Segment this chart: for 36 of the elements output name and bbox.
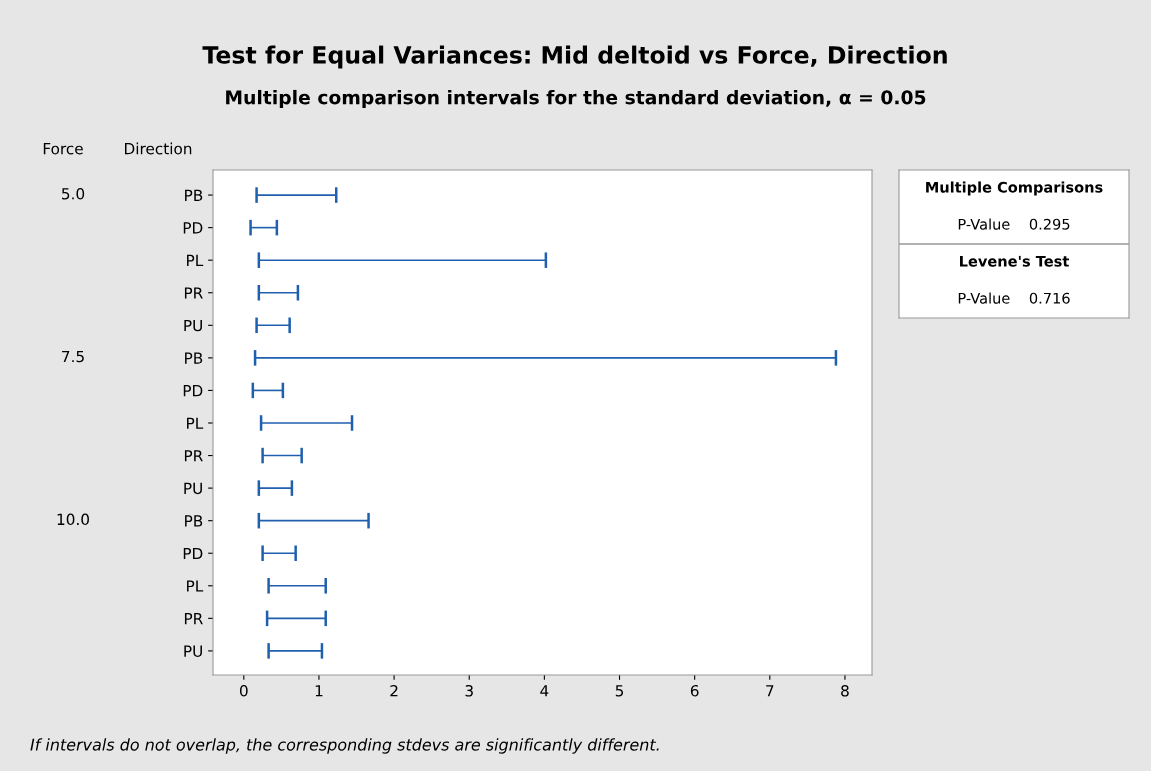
text: Direction [124, 142, 192, 155]
y-tick-label: PD [183, 385, 203, 397]
y-tick-label: PB [185, 515, 203, 527]
text: Levene's Test [960, 255, 1069, 267]
x-tick-label: 7 [766, 685, 774, 697]
text: P-Value 0.716 [958, 292, 1070, 304]
x-tick-label: 8 [841, 684, 849, 697]
chart-title: Test for Equal Variances: Mid deltoid vs Force, Direction [202, 45, 947, 69]
y-tick-label: PD [183, 222, 203, 234]
text: 10.0 [57, 513, 89, 526]
x-tick-label: 6 [690, 684, 699, 697]
y-tick-label: PB [185, 352, 203, 364]
y-tick-label: PU [184, 482, 202, 495]
y-tick-label: PB [185, 189, 203, 201]
text: Multiple Comparisons [926, 181, 1103, 196]
x-tick-label: 2 [390, 684, 398, 697]
text: 5.0 [62, 187, 85, 200]
x-tick-label: 0 [239, 684, 248, 697]
text: If intervals do not overlap, the corresponding stdevs are significantly different. [30, 738, 659, 754]
x-tick-label: 1 [315, 685, 323, 697]
text: 7.5 [62, 350, 84, 363]
text: P-Value 0.295 [958, 218, 1070, 230]
text: Force [43, 143, 83, 155]
y-tick-label: PR [184, 450, 203, 462]
y-tick-label: PU [184, 319, 202, 332]
y-tick-label: PR [184, 613, 203, 625]
x-tick-label: 5 [615, 685, 624, 697]
x-tick-label: 3 [465, 684, 473, 697]
y-tick-label: PR [184, 287, 203, 299]
y-tick-label: PU [184, 645, 202, 657]
chart-subtitle: Multiple comparison intervals for the standard deviation, α = 0.05 [226, 89, 926, 109]
x-tick-label: 4 [540, 685, 549, 697]
y-tick-label: PL [187, 580, 204, 592]
y-tick-label: PL [187, 254, 204, 266]
y-tick-label: PD [183, 547, 203, 560]
y-tick-label: PL [187, 417, 204, 429]
